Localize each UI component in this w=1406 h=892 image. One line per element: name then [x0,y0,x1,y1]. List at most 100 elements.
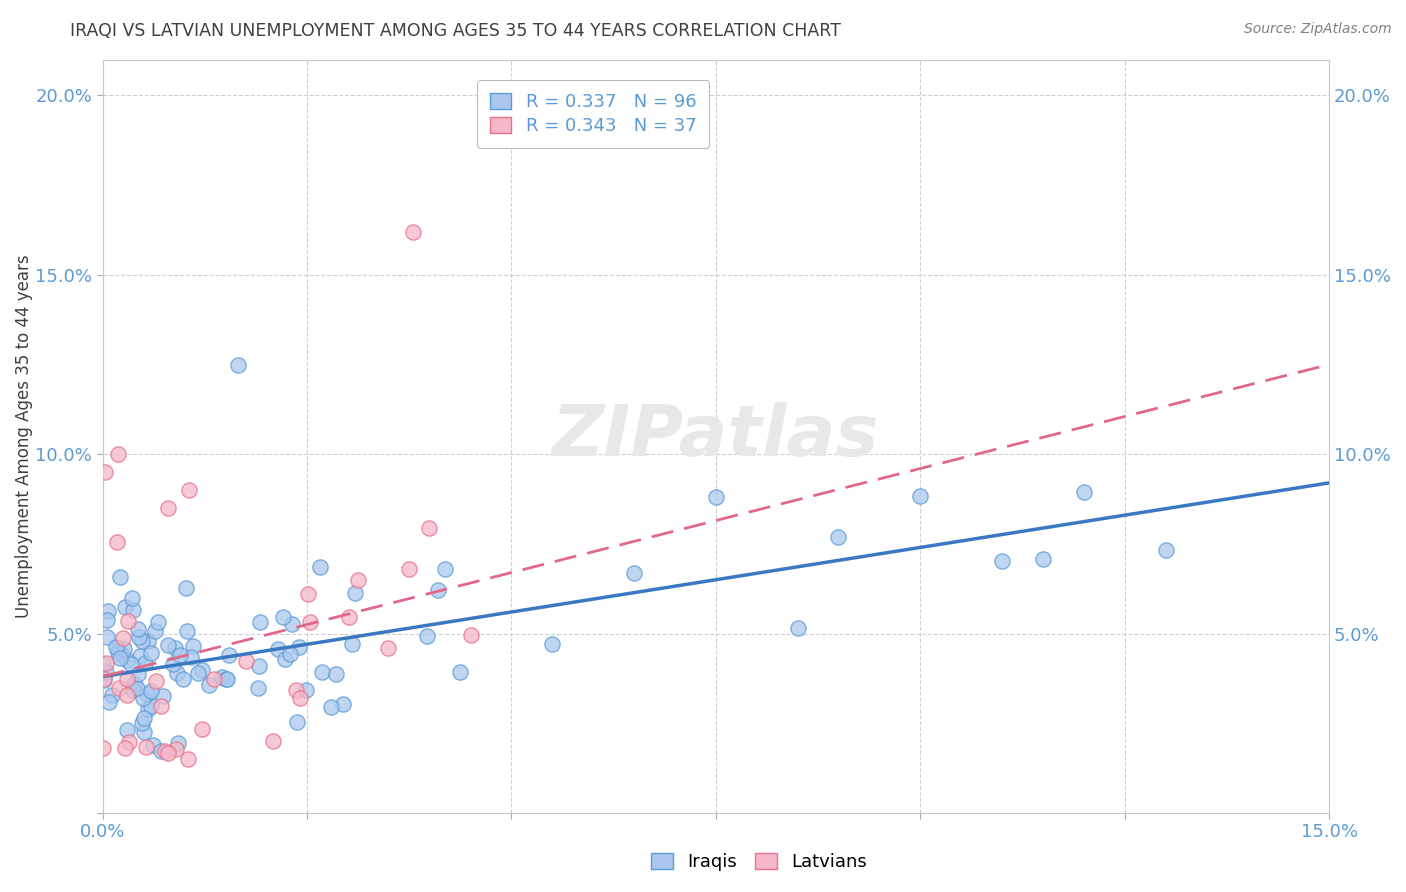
Point [249,658,271,673]
Point [115,653,138,667]
Point [142,738,165,752]
Point [418,521,440,535]
Point [377,640,399,655]
Point [704,490,727,504]
Point [190,663,212,677]
Point [262,734,284,748]
Point [786,621,808,635]
Point [152,689,174,703]
Point [114,600,136,615]
Point [290,690,312,705]
Point [94,665,117,680]
Point [402,225,425,239]
Point [910,489,932,503]
Point [166,665,188,680]
Point [153,744,176,758]
Point [107,447,129,461]
Point [246,681,269,695]
Point [166,736,188,750]
Point [191,722,214,736]
Point [198,678,221,692]
Point [228,358,250,372]
Point [135,740,157,755]
Point [249,615,271,630]
Legend: R = 0.337   N = 96, R = 0.343   N = 37: R = 0.337 N = 96, R = 0.343 N = 37 [477,80,709,148]
Point [93,672,115,686]
Point [271,610,294,624]
Point [541,637,564,651]
Text: IRAQI VS LATVIAN UNEMPLOYMENT AMONG AGES 35 TO 44 YEARS CORRELATION CHART: IRAQI VS LATVIAN UNEMPLOYMENT AMONG AGES… [70,22,841,40]
Point [127,681,149,695]
Point [165,741,187,756]
Point [281,617,304,632]
Point [108,650,131,665]
Point [157,638,180,652]
Point [211,670,233,684]
Point [1073,485,1095,500]
Point [96,613,118,627]
Point [163,640,186,655]
Point [177,752,200,766]
Point [991,553,1014,567]
Point [122,603,145,617]
Point [143,624,166,638]
Point [339,610,361,624]
Point [139,646,162,660]
Text: ZIPatlas: ZIPatlas [553,401,880,471]
Point [347,573,370,587]
Point [169,648,191,662]
Point [91,741,114,756]
Point [115,673,138,687]
Point [284,683,307,698]
Point [108,569,131,583]
Point [107,643,129,657]
Point [91,657,114,672]
Point [309,560,332,574]
Point [297,587,319,601]
Y-axis label: Unemployment Among Ages 35 to 44 years: Unemployment Among Ages 35 to 44 years [15,254,32,618]
Point [319,699,342,714]
Point [121,683,143,698]
Point [202,672,225,686]
Point [105,535,128,549]
Point [97,695,120,709]
Point [111,631,134,645]
Point [112,641,135,656]
Point [101,689,124,703]
Point [114,741,136,756]
Point [118,735,141,749]
Point [139,684,162,698]
Point [150,744,173,758]
Point [132,690,155,705]
Point [93,673,115,687]
Point [135,687,157,701]
Point [93,465,115,479]
Point [134,656,156,670]
Point [274,651,297,665]
Point [117,615,139,629]
Point [433,562,456,576]
Point [120,657,142,672]
Point [136,702,159,716]
Point [96,630,118,644]
Point [183,639,205,653]
Point [127,667,149,681]
Point [416,629,439,643]
Point [104,640,127,654]
Point [1154,543,1177,558]
Point [266,641,288,656]
Point [623,566,645,580]
Point [115,689,138,703]
Point [332,697,354,711]
Point [131,716,153,731]
Point [172,672,194,686]
Point [426,582,449,597]
Point [157,746,180,760]
Point [180,649,202,664]
Point [340,637,363,651]
Point [94,656,117,670]
Point [344,586,367,600]
Point [136,634,159,648]
Point [156,501,179,516]
Point [150,699,173,714]
